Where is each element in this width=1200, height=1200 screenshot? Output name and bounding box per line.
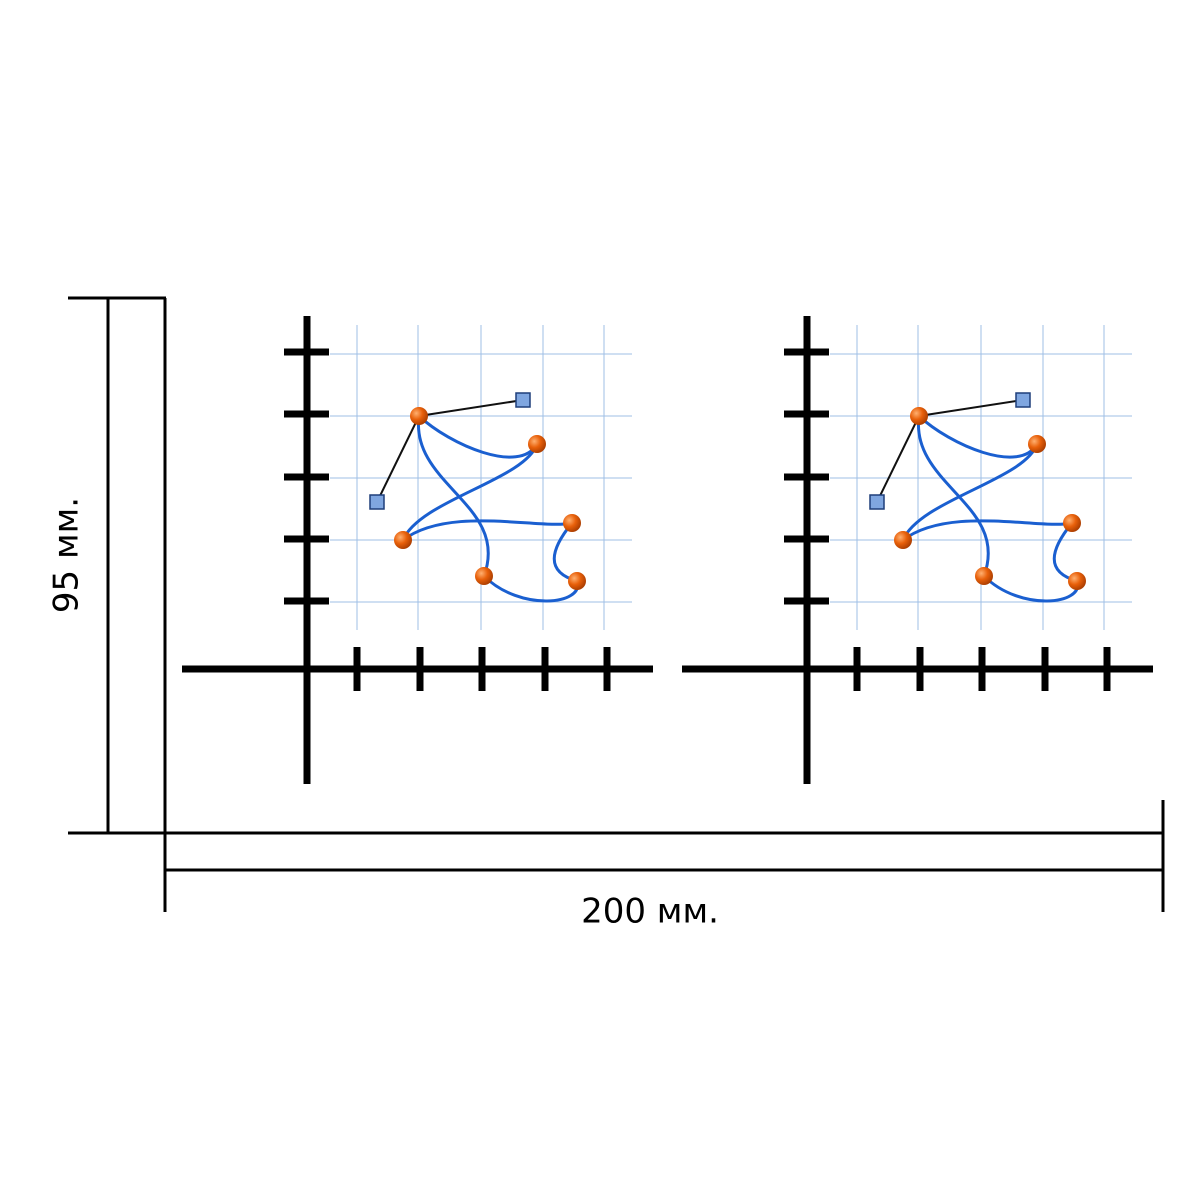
height-label: 95 мм.	[47, 497, 87, 613]
width-label: 200 мм.	[581, 892, 719, 932]
width-dimension	[163, 800, 1165, 912]
curve-icon	[682, 316, 1153, 784]
height-dimension	[68, 296, 167, 835]
curve-icon	[182, 316, 653, 784]
